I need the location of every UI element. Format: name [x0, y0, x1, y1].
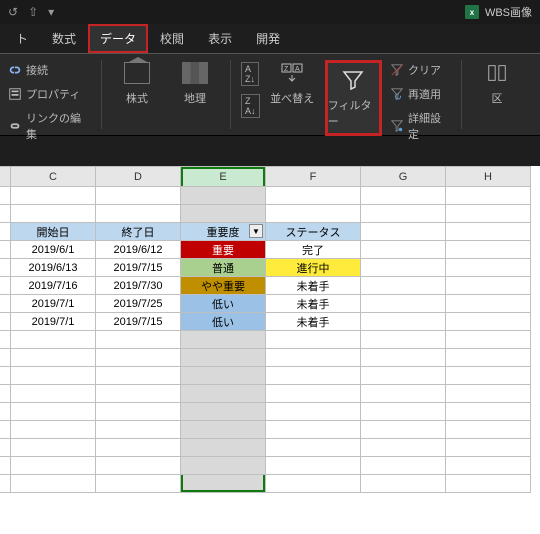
advanced-label: 詳細設定 [408, 110, 451, 142]
data-row[interactable]: 2019/7/1 2019/7/15 低い 未着手 [0, 313, 531, 331]
table-row[interactable] [0, 421, 531, 439]
ribbon: 接続 プロパティ リンクの編集 株式 地理 [0, 54, 540, 136]
filter-label: フィルター [328, 97, 379, 129]
table-row[interactable] [0, 331, 531, 349]
header-priority[interactable]: 重要度 ▼ [181, 223, 266, 241]
header-status: ステータス [266, 223, 361, 241]
tab-data[interactable]: データ [88, 24, 148, 53]
edit-links-button[interactable]: リンクの編集 [8, 108, 91, 144]
header-row[interactable]: 開始日 終了日 重要度 ▼ ステータス [0, 223, 531, 241]
data-row[interactable]: 2019/7/16 2019/7/30 やや重要 未着手 [0, 277, 531, 295]
advanced-icon [390, 119, 404, 133]
col-e[interactable]: E [181, 167, 266, 187]
clear-icon [390, 63, 404, 77]
data-row[interactable]: 2019/7/1 2019/7/25 低い 未着手 [0, 295, 531, 313]
connections-button[interactable]: 接続 [8, 60, 91, 80]
tab-cut[interactable]: ト [4, 24, 40, 53]
quick-access-toolbar: ↺ ⇧ ▾ x WBS画像 [0, 0, 540, 24]
table-row[interactable] [0, 457, 531, 475]
column-header-row[interactable]: C D E F G H [0, 167, 531, 187]
editlinks-icon [8, 119, 22, 133]
cell-start[interactable]: 2019/6/1 [11, 241, 96, 259]
sort-desc-button[interactable]: ZA↓ [241, 92, 260, 120]
table-row[interactable] [0, 205, 531, 223]
clear-filter-button[interactable]: クリア [390, 60, 451, 80]
stocks-button[interactable]: 株式 [112, 60, 162, 106]
filter-dropdown-icon[interactable]: ▼ [249, 224, 263, 238]
workbook-title: WBS画像 [485, 4, 532, 20]
group-datatypes: 株式 地理 [112, 60, 231, 129]
sort-icon: ZA [279, 60, 305, 86]
geography-icon [182, 60, 208, 86]
table-row[interactable] [0, 385, 531, 403]
sort-desc-icon: ZA↓ [241, 94, 260, 118]
cell-end[interactable]: 2019/6/12 [96, 241, 181, 259]
col-c[interactable]: C [11, 167, 96, 187]
reapply-button[interactable]: 再適用 [390, 84, 451, 104]
reapply-label: 再適用 [408, 86, 441, 102]
col-h[interactable]: H [446, 167, 531, 187]
header-start: 開始日 [11, 223, 96, 241]
stocks-label: 株式 [126, 90, 148, 106]
undo-icon[interactable]: ↺ [8, 5, 18, 19]
data-row[interactable]: 2019/6/1 2019/6/12 重要 完了 [0, 241, 531, 259]
data-row[interactable]: 2019/6/13 2019/7/15 普通 進行中 [0, 259, 531, 277]
split-icon [484, 60, 510, 86]
svg-text:A: A [295, 66, 300, 73]
table-row[interactable] [0, 439, 531, 457]
sort-label: 並べ替え [270, 90, 314, 106]
cell-status[interactable]: 完了 [266, 241, 361, 259]
tab-formulas[interactable]: 数式 [40, 24, 88, 53]
sort-button[interactable]: ZA 並べ替え [268, 60, 317, 106]
properties-label: プロパティ [26, 86, 80, 102]
table-row[interactable] [0, 367, 531, 385]
table-row[interactable] [0, 403, 531, 421]
split-label: 区 [492, 90, 503, 106]
link-icon [8, 63, 22, 77]
table-row[interactable] [0, 187, 531, 205]
table-row[interactable] [0, 349, 531, 367]
geography-button[interactable]: 地理 [170, 60, 220, 106]
tab-review[interactable]: 校閲 [148, 24, 196, 53]
tab-view[interactable]: 表示 [196, 24, 244, 53]
advanced-button[interactable]: 詳細設定 [390, 108, 451, 144]
col-f[interactable]: F [266, 167, 361, 187]
table-row[interactable] [0, 475, 531, 493]
grid[interactable]: C D E F G H 開始日 終了日 重要度 ▼ ステータス 2019/6/1… [0, 166, 531, 493]
redo-icon[interactable]: ⇧ [28, 5, 38, 19]
reapply-icon [390, 87, 404, 101]
header-end: 終了日 [96, 223, 181, 241]
group-tools: 区 [472, 60, 532, 129]
clear-label: クリア [408, 62, 441, 78]
tab-developer[interactable]: 開発 [244, 24, 292, 53]
worksheet[interactable]: C D E F G H 開始日 終了日 重要度 ▼ ステータス 2019/6/1… [0, 166, 540, 534]
filter-icon [340, 67, 366, 93]
stocks-icon [124, 60, 150, 86]
svg-text:Z: Z [284, 66, 289, 73]
group-connections: 接続 プロパティ リンクの編集 [8, 60, 102, 129]
cell-priority[interactable]: 重要 [181, 241, 266, 259]
text-to-columns-button[interactable]: 区 [472, 60, 522, 106]
qat-more-icon[interactable]: ▾ [48, 5, 54, 19]
group-sortfilter: AZ↓ ZA↓ ZA 並べ替え フィルター クリア [241, 60, 462, 129]
ribbon-tabs: ト 数式 データ 校閲 表示 開発 [0, 24, 540, 54]
filter-button[interactable]: フィルター [325, 60, 382, 136]
geography-label: 地理 [184, 90, 206, 106]
properties-icon [8, 87, 22, 101]
col-g[interactable]: G [361, 167, 446, 187]
editlinks-label: リンクの編集 [26, 110, 91, 142]
excel-icon: x [465, 5, 479, 19]
connections-label: 接続 [26, 62, 48, 78]
sort-asc-icon: AZ↓ [241, 62, 259, 86]
properties-button[interactable]: プロパティ [8, 84, 91, 104]
sort-asc-button[interactable]: AZ↓ [241, 60, 260, 88]
col-d[interactable]: D [96, 167, 181, 187]
